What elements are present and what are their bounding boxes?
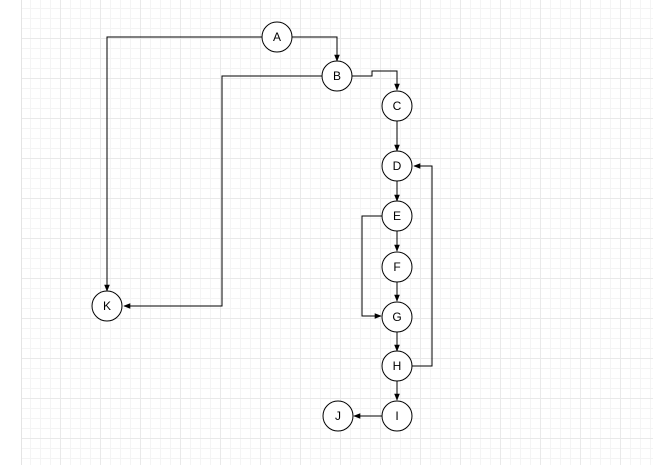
node-a-circle: [261, 21, 293, 53]
node-g-label: G: [392, 310, 401, 324]
node-c-circle: [381, 90, 413, 122]
node-e[interactable]: E: [381, 200, 413, 232]
node-d[interactable]: D: [381, 150, 413, 182]
node-g-circle: [381, 301, 413, 333]
node-e-label: E: [393, 209, 401, 223]
node-k-label: K: [103, 299, 111, 313]
node-k-circle: [91, 290, 123, 322]
node-a-label: A: [273, 30, 281, 44]
node-j-label: J: [335, 409, 341, 423]
node-d-label: D: [393, 159, 402, 173]
node-h-label: H: [393, 359, 402, 373]
node-h-circle: [381, 350, 413, 382]
node-i-circle: [381, 400, 413, 432]
edge-e-to-g[interactable]: [361, 215, 382, 319]
node-j[interactable]: J: [322, 400, 354, 432]
edge-h-to-d[interactable]: [412, 163, 433, 367]
node-g[interactable]: G: [381, 301, 413, 333]
node-e-circle: [381, 200, 413, 232]
node-b[interactable]: B: [321, 60, 353, 92]
node-f-label: F: [393, 260, 400, 274]
nodes-layer: A B C D E F G: [91, 21, 413, 432]
node-k[interactable]: K: [91, 290, 123, 322]
node-j-circle: [322, 400, 354, 432]
edge-b-to-c[interactable]: [352, 70, 400, 91]
node-f-circle: [381, 251, 413, 283]
node-c[interactable]: C: [381, 90, 413, 122]
edge-b-to-k[interactable]: [123, 75, 322, 309]
node-b-circle: [321, 60, 353, 92]
node-f[interactable]: F: [381, 251, 413, 283]
node-b-label: B: [333, 69, 341, 83]
node-d-circle: [381, 150, 413, 182]
node-i-label: I: [395, 409, 398, 423]
node-h[interactable]: H: [381, 350, 413, 382]
left-panel-strip: [0, 0, 22, 465]
edge-a-to-k[interactable]: [104, 36, 262, 292]
node-c-label: C: [393, 99, 402, 113]
edge-a-to-b[interactable]: [292, 36, 340, 62]
edges-layer: [104, 36, 433, 419]
node-a[interactable]: A: [261, 21, 293, 53]
node-i[interactable]: I: [381, 400, 413, 432]
